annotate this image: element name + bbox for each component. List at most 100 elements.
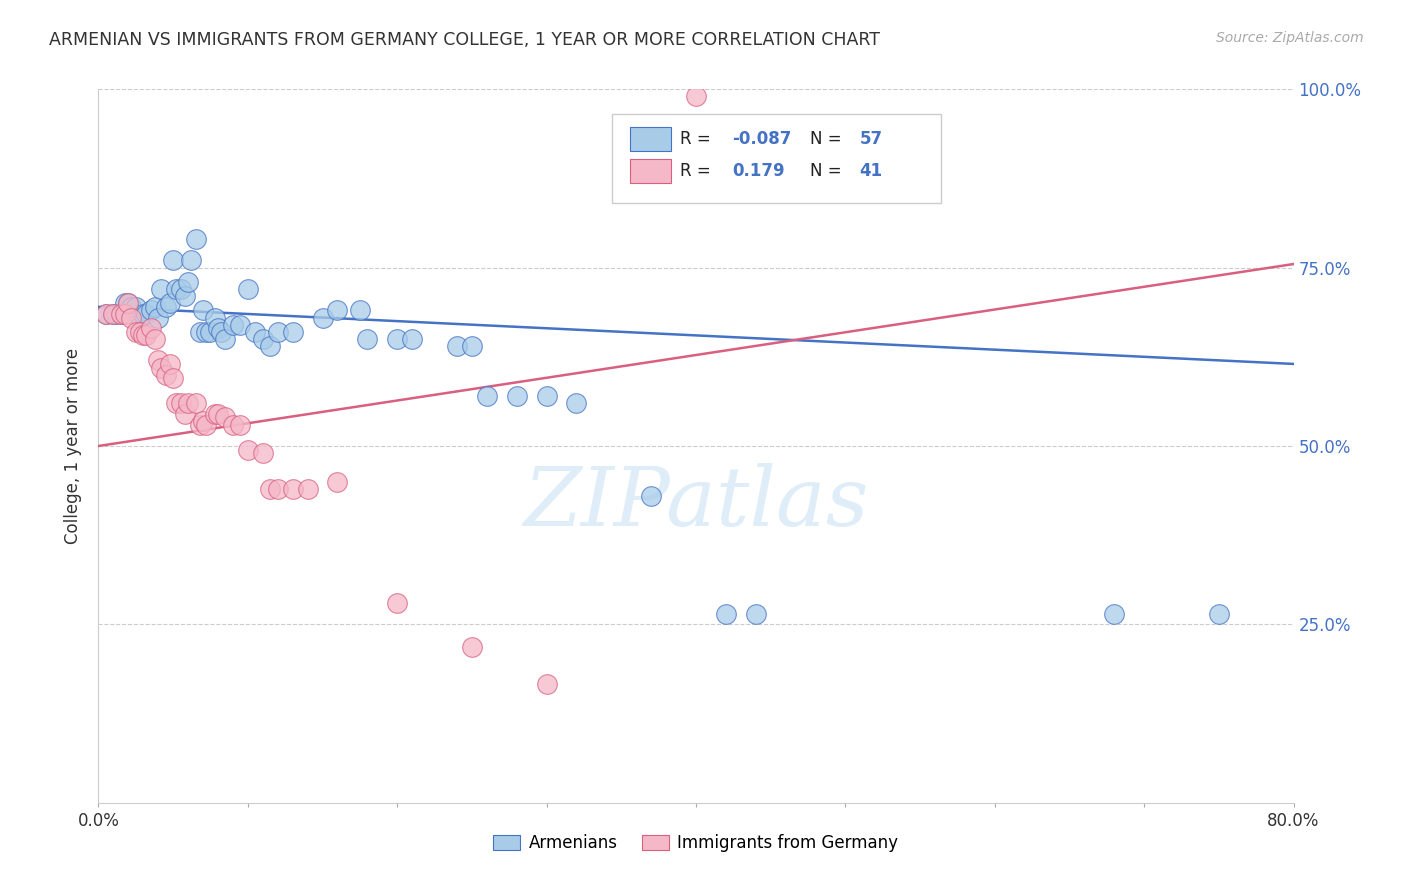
Point xyxy=(1104,607,1126,621)
Point xyxy=(125,300,148,314)
Point xyxy=(236,282,259,296)
Point xyxy=(117,296,139,310)
Point xyxy=(94,307,117,321)
Text: N =: N = xyxy=(810,162,846,180)
Point xyxy=(259,339,281,353)
Point xyxy=(184,232,207,246)
Point xyxy=(94,307,117,321)
Point xyxy=(207,407,229,421)
Point xyxy=(195,417,218,432)
Point xyxy=(162,371,184,385)
Point xyxy=(120,310,142,325)
Point xyxy=(222,417,245,432)
Point xyxy=(446,339,468,353)
Point xyxy=(401,332,423,346)
Point xyxy=(245,325,267,339)
FancyBboxPatch shape xyxy=(630,127,671,152)
Point xyxy=(110,307,132,321)
Point xyxy=(267,482,290,496)
Text: ARMENIAN VS IMMIGRANTS FROM GERMANY COLLEGE, 1 YEAR OR MORE CORRELATION CHART: ARMENIAN VS IMMIGRANTS FROM GERMANY COLL… xyxy=(49,31,880,49)
Point xyxy=(169,282,191,296)
Point xyxy=(745,607,768,621)
Point xyxy=(326,475,349,489)
Point xyxy=(311,310,333,325)
Point xyxy=(214,332,236,346)
Text: R =: R = xyxy=(681,130,717,148)
Point xyxy=(236,442,259,457)
Point xyxy=(177,396,200,410)
Point xyxy=(222,318,245,332)
Point xyxy=(103,307,125,321)
Point xyxy=(188,325,211,339)
Point xyxy=(114,296,136,310)
Legend: Armenians, Immigrants from Germany: Armenians, Immigrants from Germany xyxy=(486,828,905,859)
Point xyxy=(297,482,319,496)
Point xyxy=(229,417,252,432)
Point xyxy=(135,307,157,321)
Point xyxy=(259,482,281,496)
Point xyxy=(229,318,252,332)
Point xyxy=(150,360,173,375)
Point xyxy=(184,396,207,410)
Point xyxy=(110,307,132,321)
Point xyxy=(281,482,304,496)
Point xyxy=(1208,607,1230,621)
Point xyxy=(188,417,211,432)
Text: R =: R = xyxy=(681,162,717,180)
Point xyxy=(148,310,170,325)
Point xyxy=(204,310,226,325)
Point xyxy=(207,321,229,335)
Point xyxy=(174,289,197,303)
Point xyxy=(165,282,187,296)
Y-axis label: College, 1 year or more: College, 1 year or more xyxy=(65,348,83,544)
Point xyxy=(385,596,409,610)
Point xyxy=(714,607,737,621)
Point xyxy=(685,89,707,103)
Point xyxy=(191,414,214,428)
Point xyxy=(129,310,152,325)
Point xyxy=(155,368,177,382)
Point xyxy=(536,389,558,403)
Point xyxy=(165,396,187,410)
Text: Source: ZipAtlas.com: Source: ZipAtlas.com xyxy=(1216,31,1364,45)
Point xyxy=(177,275,200,289)
Point xyxy=(640,489,662,503)
Point xyxy=(536,676,558,690)
Point xyxy=(148,353,170,368)
Text: 41: 41 xyxy=(859,162,883,180)
Text: ZIPatlas: ZIPatlas xyxy=(523,463,869,543)
Point xyxy=(252,332,274,346)
FancyBboxPatch shape xyxy=(630,159,671,184)
Point xyxy=(252,446,274,460)
Point xyxy=(209,325,232,339)
Text: -0.087: -0.087 xyxy=(733,130,792,148)
Point xyxy=(461,339,484,353)
Point xyxy=(117,296,139,310)
Point xyxy=(162,253,184,268)
Point xyxy=(565,396,588,410)
Point xyxy=(132,328,155,343)
Point xyxy=(105,307,128,321)
Point xyxy=(139,321,162,335)
Point xyxy=(135,328,157,343)
Point xyxy=(475,389,498,403)
Point xyxy=(385,332,409,346)
Point xyxy=(132,307,155,321)
Text: 0.179: 0.179 xyxy=(733,162,785,180)
Text: N =: N = xyxy=(810,130,846,148)
Point xyxy=(200,325,222,339)
Point xyxy=(143,332,166,346)
Point xyxy=(159,296,181,310)
Point xyxy=(120,300,142,314)
Point xyxy=(461,640,484,655)
Text: 57: 57 xyxy=(859,130,883,148)
Point xyxy=(180,253,202,268)
Point xyxy=(204,407,226,421)
Point xyxy=(129,325,152,339)
Point xyxy=(169,396,191,410)
Point xyxy=(103,307,125,321)
Point xyxy=(143,300,166,314)
Point xyxy=(174,407,197,421)
Point xyxy=(506,389,529,403)
Point xyxy=(125,325,148,339)
